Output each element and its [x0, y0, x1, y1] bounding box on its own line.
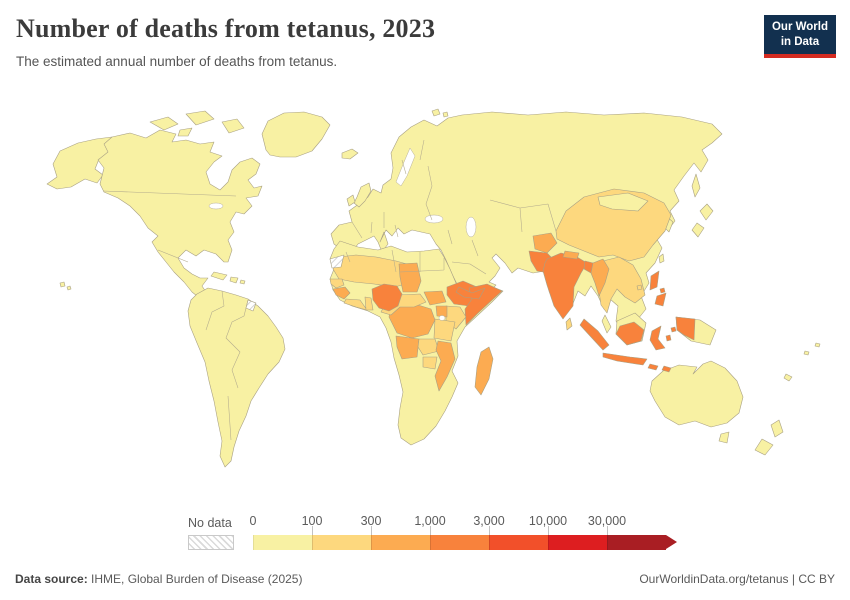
country-indonesia-papua[interactable]	[675, 316, 696, 341]
great-lakes	[208, 202, 224, 210]
country-ghana-cote-divoire[interactable]	[343, 298, 368, 311]
legend-tick-label: 1,000	[414, 514, 446, 528]
owid-logo-line2: in Data	[780, 35, 820, 48]
country-north-america[interactable]	[97, 129, 263, 309]
caspian-sea	[465, 216, 477, 238]
country-sakhalin[interactable]	[691, 173, 701, 198]
country-senegal[interactable]	[329, 278, 345, 289]
country-greenland[interactable]	[261, 111, 331, 158]
country-new-zealand[interactable]	[754, 419, 784, 456]
country-western-sahara[interactable]	[329, 254, 345, 269]
lake-victoria	[438, 315, 446, 321]
country-madagascar[interactable]	[474, 346, 494, 396]
border-us-canada	[102, 190, 237, 197]
chart-footer: Data source: IHME, Global Burden of Dise…	[0, 572, 850, 586]
legend-tick-mark	[312, 526, 313, 535]
black-sea	[424, 214, 444, 224]
country-zambia[interactable]	[417, 338, 440, 356]
country-uk[interactable]	[353, 182, 372, 208]
data-source-label: Data source:	[15, 572, 88, 586]
country-afghanistan[interactable]	[532, 232, 558, 254]
country-iceland[interactable]	[341, 148, 359, 160]
border-central-asia	[489, 199, 557, 233]
world-map	[46, 108, 821, 468]
legend-tick-mark	[548, 526, 549, 535]
border-us-mexico	[157, 249, 189, 263]
border-middle-east	[447, 229, 487, 275]
border-europe	[351, 139, 433, 239]
country-svalbard[interactable]	[431, 108, 449, 118]
data-source-value: IHME, Global Burden of Disease (2025)	[87, 572, 303, 586]
country-australia[interactable]	[649, 360, 744, 444]
country-south-sudan[interactable]	[423, 290, 447, 306]
legend-tick-label: 30,000	[587, 514, 627, 528]
legend-bin[interactable]	[548, 535, 607, 550]
country-south-america[interactable]	[187, 287, 286, 468]
legend-tick-mark	[489, 526, 490, 535]
country-yemen[interactable]	[455, 286, 486, 300]
country-philippines[interactable]	[649, 270, 667, 307]
baltic-sea	[395, 147, 416, 187]
legend-bin[interactable]	[607, 535, 666, 550]
legend-tick-mark	[607, 526, 608, 535]
owid-logo-line1: Our World	[771, 21, 828, 33]
owid-logo[interactable]: Our World in Data	[763, 15, 836, 58]
legend-bar-block: 0 100 300 1,000 3,000 10,000 30,000	[249, 514, 677, 550]
legend-no-data-swatch[interactable]	[188, 535, 234, 550]
country-tanzania[interactable]	[433, 318, 456, 342]
border-north-africa	[345, 249, 445, 273]
legend-tick-label: 0	[249, 514, 257, 528]
country-zimbabwe[interactable]	[422, 356, 438, 370]
legend-tick-label: 300	[360, 514, 382, 528]
country-mozambique[interactable]	[434, 340, 456, 392]
country-guinea[interactable]	[332, 286, 351, 300]
legend-bin[interactable]	[253, 535, 312, 550]
country-drc[interactable]	[388, 299, 436, 339]
legend-bin[interactable]	[430, 535, 489, 550]
country-nigeria[interactable]	[371, 283, 403, 312]
country-arctic-islands[interactable]	[149, 110, 245, 137]
country-hawaii[interactable]	[59, 281, 72, 291]
country-japan[interactable]	[691, 203, 714, 238]
country-uganda[interactable]	[435, 305, 448, 318]
country-indonesia[interactable]	[579, 318, 677, 373]
country-mongolia[interactable]	[597, 192, 649, 212]
country-myanmar[interactable]	[590, 258, 610, 297]
legend-bin[interactable]	[371, 535, 430, 550]
map-legend: No data 0 100 300 1,000 3,000 10,000 30,000	[188, 514, 677, 550]
page-subtitle: The estimated annual number of deaths fr…	[16, 54, 338, 69]
legend-tick-label: 3,000	[473, 514, 505, 528]
legend-arrow	[666, 535, 677, 549]
legend-tick-label: 100	[301, 514, 323, 528]
legend-no-data-label: No data	[188, 516, 232, 530]
page-title: Number of deaths from tetanus, 2023	[16, 14, 436, 43]
legend-tick-mark	[430, 526, 431, 535]
legend-no-data: No data	[188, 516, 234, 550]
data-source: Data source: IHME, Global Burden of Dise…	[15, 572, 302, 586]
country-chad[interactable]	[398, 262, 422, 293]
legend-bin[interactable]	[489, 535, 548, 550]
country-togo-benin[interactable]	[364, 296, 374, 311]
country-caribbean[interactable]	[210, 271, 246, 285]
country-ireland[interactable]	[346, 194, 356, 207]
country-taiwan[interactable]	[658, 253, 665, 264]
legend-bar	[253, 535, 677, 550]
country-hainan[interactable]	[636, 284, 643, 291]
legend-bin[interactable]	[312, 535, 371, 550]
footer-link[interactable]: OurWorldinData.org/tetanus | CC BY	[639, 572, 835, 586]
country-angola[interactable]	[395, 335, 420, 360]
country-pacific-islands[interactable]	[783, 342, 821, 382]
country-nepal[interactable]	[562, 250, 580, 260]
legend-tick-mark	[371, 526, 372, 535]
border-south-america	[205, 290, 249, 441]
legend-tick-label: 10,000	[528, 514, 568, 528]
country-sri-lanka[interactable]	[565, 317, 573, 331]
